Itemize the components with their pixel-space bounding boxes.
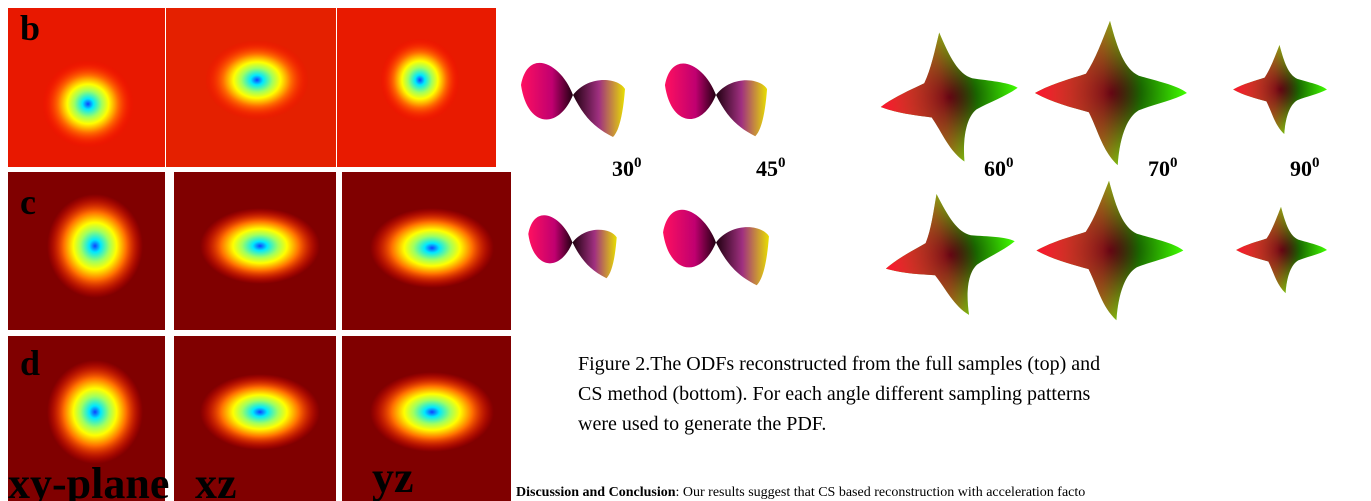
angle-number: 30 [612, 156, 634, 181]
discussion-text: : Our results suggest that CS based reco… [676, 485, 1086, 500]
angle-label: 450 [756, 155, 786, 181]
angle-degree: 0 [634, 155, 642, 171]
caption-line: were used to generate the PDF. [578, 413, 826, 435]
angle-label: 900 [1290, 155, 1320, 181]
panel-c-images [8, 172, 511, 330]
angle-label: 300 [612, 155, 642, 181]
discussion: Discussion and Conclusion: Our results s… [516, 485, 1085, 500]
panel-label: b [20, 8, 40, 48]
caption-line: Figure 2.The ODFs reconstructed from the… [578, 353, 1100, 375]
discussion-heading: Discussion and Conclusion [516, 485, 676, 500]
panel-label: d [20, 343, 40, 383]
axis-label: xz [195, 459, 237, 501]
angle-degree: 0 [1006, 155, 1014, 171]
axis-label: yz [372, 453, 414, 501]
panel-b-images [8, 8, 496, 167]
angle-number: 45 [756, 156, 778, 181]
angle-label: 600 [984, 155, 1014, 181]
axis-label: xy-plane [8, 459, 169, 501]
angle-degree: 0 [1312, 155, 1320, 171]
angle-degree: 0 [778, 155, 786, 171]
panel-label: c [20, 182, 36, 222]
angle-number: 90 [1290, 156, 1312, 181]
angle-degree: 0 [1170, 155, 1178, 171]
angle-number: 70 [1148, 156, 1170, 181]
figure: b c d xy-plane xz yz 300450600700900 Fig… [0, 0, 1371, 501]
odf-top [521, 21, 1327, 172]
caption-line: CS method (bottom). For each angle diffe… [578, 383, 1091, 405]
odf-bottom [528, 180, 1327, 330]
angle-number: 60 [984, 156, 1006, 181]
angle-label: 700 [1148, 155, 1178, 181]
